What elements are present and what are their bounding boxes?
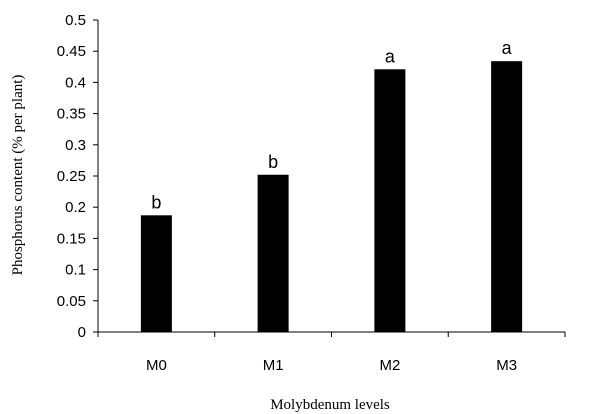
x-category-label: M2 [379, 357, 400, 374]
bar-m2 [374, 69, 406, 333]
significance-label: a [385, 46, 396, 66]
y-tick-label: 0.2 [65, 199, 86, 216]
data-labels: b b a a [151, 38, 512, 212]
bar-m3 [491, 61, 523, 333]
y-axis: 0 0.05 0.1 0.15 0.2 0.25 0.3 0.35 0.4 0.45 0.5 [57, 12, 99, 341]
y-tick-label: 0.1 [65, 262, 86, 279]
y-tick-label: 0.05 [57, 293, 86, 310]
significance-label: b [268, 152, 278, 172]
x-axis-title: Molybdenum levels [270, 397, 390, 413]
y-tick-label: 0 [78, 324, 86, 341]
bars [140, 61, 523, 333]
y-tick-label: 0.45 [57, 43, 86, 60]
bar-m0 [140, 215, 172, 332]
bar-m1 [257, 174, 289, 332]
y-tick-label: 0.25 [57, 168, 86, 185]
significance-label: a [502, 38, 513, 58]
y-tick-label: 0.35 [57, 106, 86, 123]
x-axis: M0 M1 M2 M3 [97, 331, 566, 374]
significance-label: b [151, 192, 161, 212]
y-tick-label: 0.15 [57, 230, 86, 247]
y-tick-label: 0.4 [65, 74, 86, 91]
y-tick-label: 0.3 [65, 137, 86, 154]
x-category-label: M0 [146, 357, 167, 374]
x-category-label: M1 [263, 357, 284, 374]
y-tick-label: 0.5 [65, 12, 86, 29]
y-axis-title: Phosphorus content (% per plant) [10, 75, 26, 276]
x-category-label: M3 [496, 357, 517, 374]
